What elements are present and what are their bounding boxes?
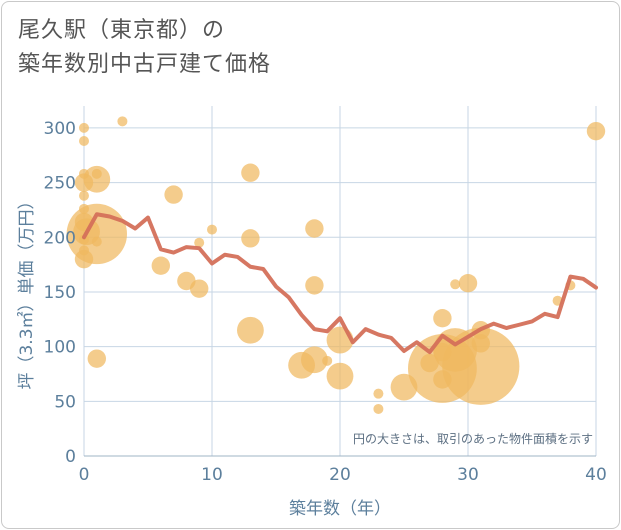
bubble-point [433,370,452,389]
bubble-point [450,279,461,290]
bubble-point [79,168,89,179]
y-tick-label: 300 [44,119,76,139]
chart-title-line1: 尾久駅（東京都）の [18,18,226,43]
bubble-point [91,168,102,179]
bubble-point [301,346,328,374]
bubble-point [390,373,418,401]
bubble-point [91,236,102,247]
bubble-point [151,256,170,275]
chart-title: 尾久駅（東京都）の 築年数別中古戸建て価格 [18,14,271,82]
bubble-point [190,279,209,298]
bubble-point [420,353,439,373]
bubble-series [66,116,606,414]
x-tick-label: 0 [79,465,90,485]
bubble-point [241,163,260,182]
bubble-point [74,173,94,192]
bubble-point [433,342,452,362]
bubble-point [586,121,606,141]
bubble-point [79,245,89,256]
bubble-point [305,219,324,238]
bubble-point [194,237,205,248]
x-tick-label: 10 [201,465,223,485]
size-legend-note: 円の大きさは、取引のあった物件面積を示す [353,431,593,446]
x-tick-label: 20 [329,465,351,485]
bubble-point [322,355,333,366]
bubble-point [79,136,89,146]
x-tick-label: 30 [457,465,479,485]
average-price-line [82,212,598,355]
y-tick-label: 0 [65,447,76,467]
y-axis-title: 坪（3.3㎡）単価（万円） [17,192,37,389]
bubble-point [305,276,324,295]
y-tick-label: 100 [44,338,76,358]
axis-ticks: 0 50 100 150 200 250 300 0 10 20 30 40 [44,119,607,485]
grid-lines [83,106,597,457]
bubble-point [471,334,490,353]
bubble-point [237,316,264,344]
bubble-point [79,234,89,245]
y-tick-label: 200 [44,228,76,248]
bubble-point [79,190,89,201]
bubble-point [87,349,107,368]
y-tick-label: 250 [44,174,76,194]
bubble-point [326,362,354,390]
bubble-point [433,308,452,328]
bubble-point [79,122,89,133]
bubble-point [207,224,217,235]
bubble-point [164,185,183,204]
bubble-point [241,229,260,248]
average-line-series [82,212,598,355]
y-tick-label: 150 [44,283,76,303]
bubble-point [458,273,478,293]
chart-title-line2: 築年数別中古戸建て価格 [18,52,272,77]
x-tick-label: 40 [585,465,607,485]
bubble-point [117,116,128,127]
x-axis-title: 築年数（年） [289,499,391,519]
bubble-point [373,403,384,414]
bubble-point [79,203,89,214]
bubble-point [373,388,384,399]
bubble-point [74,249,94,269]
y-tick-label: 50 [54,392,76,412]
